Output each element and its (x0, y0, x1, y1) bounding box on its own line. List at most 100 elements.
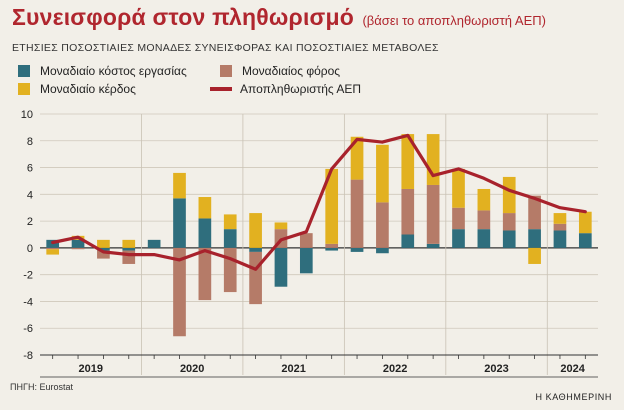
bar-segment-tax (426, 184, 440, 244)
bar-segment-labor-cost (426, 243, 440, 248)
deflator-point (508, 189, 511, 192)
bar-segment-tax (71, 247, 85, 250)
bar-segment-labor-cost (553, 230, 567, 248)
y-tick-label: 8 (27, 136, 33, 148)
bar-segment-labor-cost (452, 229, 465, 248)
bar-segment-tax (350, 179, 364, 248)
bar-segment-profit (274, 222, 288, 230)
deflator-point (356, 138, 358, 141)
chart-title: Συνεισφορά στον πληθωρισμό (12, 4, 355, 30)
deflator-line (51, 133, 587, 271)
bar-segment-labor-cost (325, 247, 339, 251)
legend-item-labor-cost: Μοναδιαίο κόστος εργασίας (18, 64, 187, 78)
y-tick-label: 10 (21, 109, 33, 121)
deflator-point (533, 197, 536, 200)
legend-item-deflator: Αποπληθωριστής ΑΕΠ (210, 82, 361, 96)
bar-segment-labor-cost (528, 229, 541, 248)
legend-label-tax: Μοναδιαίος φόρος (242, 64, 341, 78)
bar-segment-profit (122, 239, 136, 248)
chart-subtitle: ΕΤΗΣΙΕΣ ΠΟΣΟΣΤΙΑΙΕΣ ΜΟΝΑΔΕΣ ΣΥΝΕΙΣΦΟΡΑΣ … (12, 42, 439, 54)
bar-segment-profit (223, 214, 237, 230)
bar-segment-profit (350, 136, 364, 180)
chart-legend: Μοναδιαίο κόστος εργασίας Μοναδιαίος φόρ… (12, 62, 612, 100)
bar-segment-labor-cost (578, 233, 592, 248)
bar-segment-profit (198, 197, 212, 219)
bar-segment-profit (528, 247, 541, 264)
deflator-point (406, 134, 409, 137)
bar-segment-labor-cost (147, 239, 161, 248)
deflator-point (51, 241, 54, 244)
deflator-line-layer (51, 133, 587, 271)
bar-segment-labor-cost (71, 239, 85, 248)
bar-segment-labor-cost (350, 247, 364, 252)
bar-segment-labor-cost (274, 247, 288, 287)
bar-segment-labor-cost (173, 198, 186, 248)
deflator-point (381, 141, 384, 143)
legend-item-tax: Μοναδιαίος φόρος (220, 64, 340, 78)
bar-segment-tax (223, 247, 237, 293)
bar-segment-tax (452, 207, 465, 230)
deflator-point (305, 231, 308, 233)
bar-segment-tax (325, 243, 339, 248)
deflator-point (153, 253, 155, 256)
bar-segment-profit (46, 249, 60, 255)
bar-segment-labor-cost (299, 247, 313, 274)
bar-segment-tax (198, 247, 212, 301)
y-tick-label: 2 (27, 216, 33, 228)
bar-segment-profit (426, 134, 440, 185)
bar-segment-labor-cost (502, 230, 516, 248)
bar-segment-tax (401, 188, 415, 235)
y-tick-label: -2 (23, 270, 33, 282)
bar-segment-profit (376, 144, 389, 203)
x-year-label: 2020 (180, 363, 204, 375)
bars (46, 134, 592, 337)
y-tick-label: 6 (27, 163, 33, 175)
deflator-point (77, 236, 79, 238)
bar-segment-labor-cost (401, 234, 415, 248)
deflator-point (330, 168, 333, 170)
x-axis: 2019 2020 2021 2022 2023 2024 (40, 354, 598, 378)
bar-segment-tax (173, 247, 186, 337)
deflator-point (483, 177, 485, 180)
legend-swatch-tax (220, 65, 232, 77)
bar-segment-profit (97, 239, 110, 248)
bar-segment-labor-cost (198, 218, 212, 248)
chart-title-note: (βάσει το αποπληθωριστή ΑΕΠ) (362, 13, 546, 28)
source-note: ΠΗΓΗ: Eurostat (10, 382, 73, 392)
bar-segment-tax (97, 250, 110, 259)
x-year-label: 2024 (560, 363, 585, 375)
stacked-bar-line-chart: -8 -6 -4 -2 0 2 4 6 8 10 2019 2020 2021 2022 2023 2024 (21, 109, 598, 378)
bar-segment-profit (249, 213, 262, 248)
bar-segment-labor-cost (477, 229, 491, 248)
y-axis-ticks: -8 -6 -4 -2 0 2 4 6 8 10 (21, 109, 33, 362)
bar-segment-profit (502, 176, 516, 214)
deflator-point (178, 259, 181, 261)
legend-label-labor-cost: Μοναδιαίο κόστος εργασίας (40, 64, 187, 78)
deflator-point (127, 253, 130, 256)
bar-segment-profit (325, 168, 339, 244)
bar-segment-profit (173, 172, 186, 199)
bar-segment-labor-cost (97, 247, 110, 251)
bar-segment-profit (553, 213, 567, 224)
deflator-point (204, 249, 206, 252)
x-year-label: 2021 (281, 363, 305, 375)
x-year-label: 2022 (383, 363, 407, 375)
brand-label: Η ΚΑΘΗΜΕΡΙΝΗ (535, 392, 612, 402)
x-year-label: 2019 (78, 363, 102, 375)
y-tick-label: 4 (27, 189, 33, 201)
y-tick-label: -6 (23, 323, 33, 335)
bar-segment-tax (528, 195, 541, 230)
bar-segment-tax (553, 223, 567, 231)
legend-item-profit: Μοναδιαίο κέρδος (18, 82, 136, 96)
bar-segment-profit (452, 168, 465, 208)
bar-segment-profit (477, 188, 491, 211)
bar-segment-profit (401, 134, 415, 189)
y-tick-label: -8 (23, 350, 33, 362)
legend-swatch-labor-cost (18, 65, 30, 77)
bar-segment-labor-cost (223, 229, 237, 248)
bar-segment-tax (477, 210, 491, 230)
bar-segment-tax (376, 202, 389, 248)
bar-segment-labor-cost (376, 247, 389, 254)
bar-segment-labor-cost (249, 247, 262, 252)
legend-label-deflator: Αποπληθωριστής ΑΕΠ (240, 82, 362, 96)
